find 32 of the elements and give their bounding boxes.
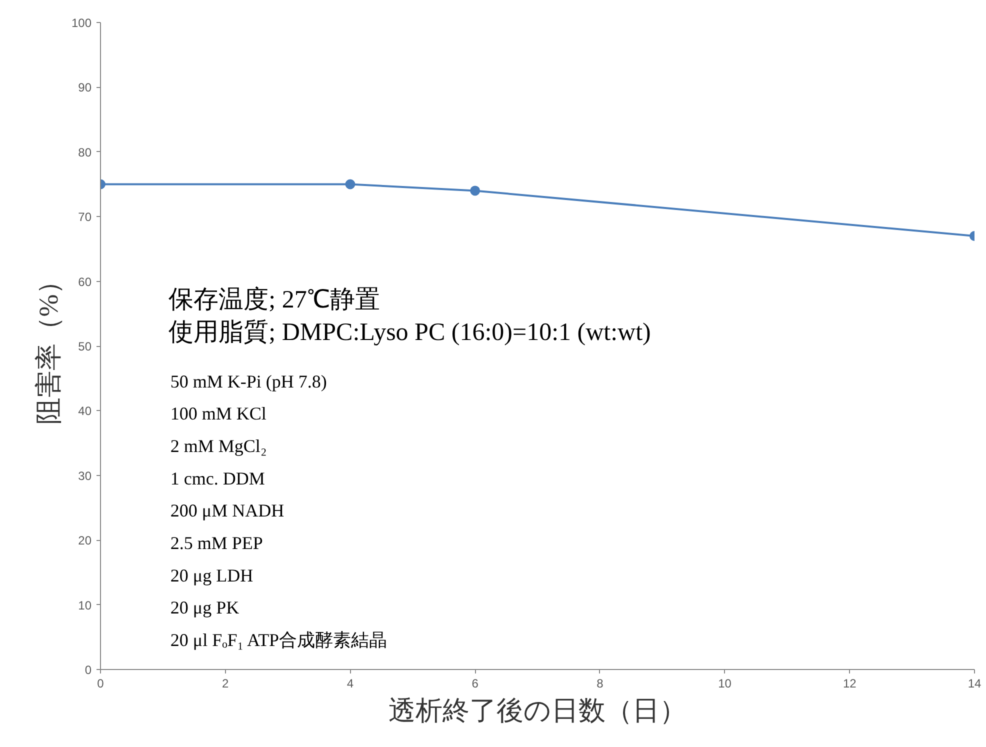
x-axis-title: 透析終了後の日数（日） bbox=[388, 696, 686, 726]
annotation: 50 mM K-Pi (pH 7.8) bbox=[170, 371, 327, 392]
y-tick-label: 70 bbox=[78, 210, 92, 224]
y-tick-label: 30 bbox=[78, 468, 92, 483]
x-tick-label: 4 bbox=[346, 676, 354, 690]
y-tick-label: 0 bbox=[84, 663, 92, 677]
y-axis-title: 阻害率（%） bbox=[33, 267, 64, 425]
annotation: 200 μM NADH bbox=[170, 500, 284, 521]
annotation: 20 μg PK bbox=[170, 598, 240, 618]
y-tick-label: 50 bbox=[78, 340, 92, 354]
y-tick-label: 80 bbox=[78, 145, 92, 160]
y-tick-label: 60 bbox=[78, 274, 92, 289]
annotation: 1 cmc. DDM bbox=[170, 468, 265, 488]
y-tick-label: 10 bbox=[78, 598, 92, 612]
x-tick-label: 0 bbox=[97, 676, 104, 690]
annotation: 使用脂質; DMPC:Lyso PC (16:0)=10:1 (wt:wt) bbox=[168, 319, 651, 346]
annotation: 100 mM KCl bbox=[170, 404, 266, 424]
y-tick-label: 90 bbox=[78, 80, 92, 95]
annotation: 保存温度; 27℃静置 bbox=[168, 286, 380, 314]
annotation: 20 μl FₒF₁ ATP合成酵素結晶 bbox=[170, 630, 388, 650]
annotation: 2.5 mM PEP bbox=[170, 533, 263, 554]
y-tick-label: 20 bbox=[78, 534, 92, 548]
x-tick-label: 6 bbox=[472, 676, 479, 690]
x-tick-label: 8 bbox=[596, 676, 604, 690]
y-tick-label: 40 bbox=[78, 404, 92, 418]
x-tick-label: 10 bbox=[718, 676, 732, 690]
annotation: 2 mM MgCl₂ bbox=[170, 436, 267, 456]
y-tick-label: 100 bbox=[71, 16, 92, 30]
x-tick-label: 2 bbox=[222, 676, 230, 690]
x-tick-label: 12 bbox=[842, 676, 857, 690]
x-tick-label: 14 bbox=[968, 676, 982, 690]
annotation: 20 μg LDH bbox=[170, 565, 254, 586]
